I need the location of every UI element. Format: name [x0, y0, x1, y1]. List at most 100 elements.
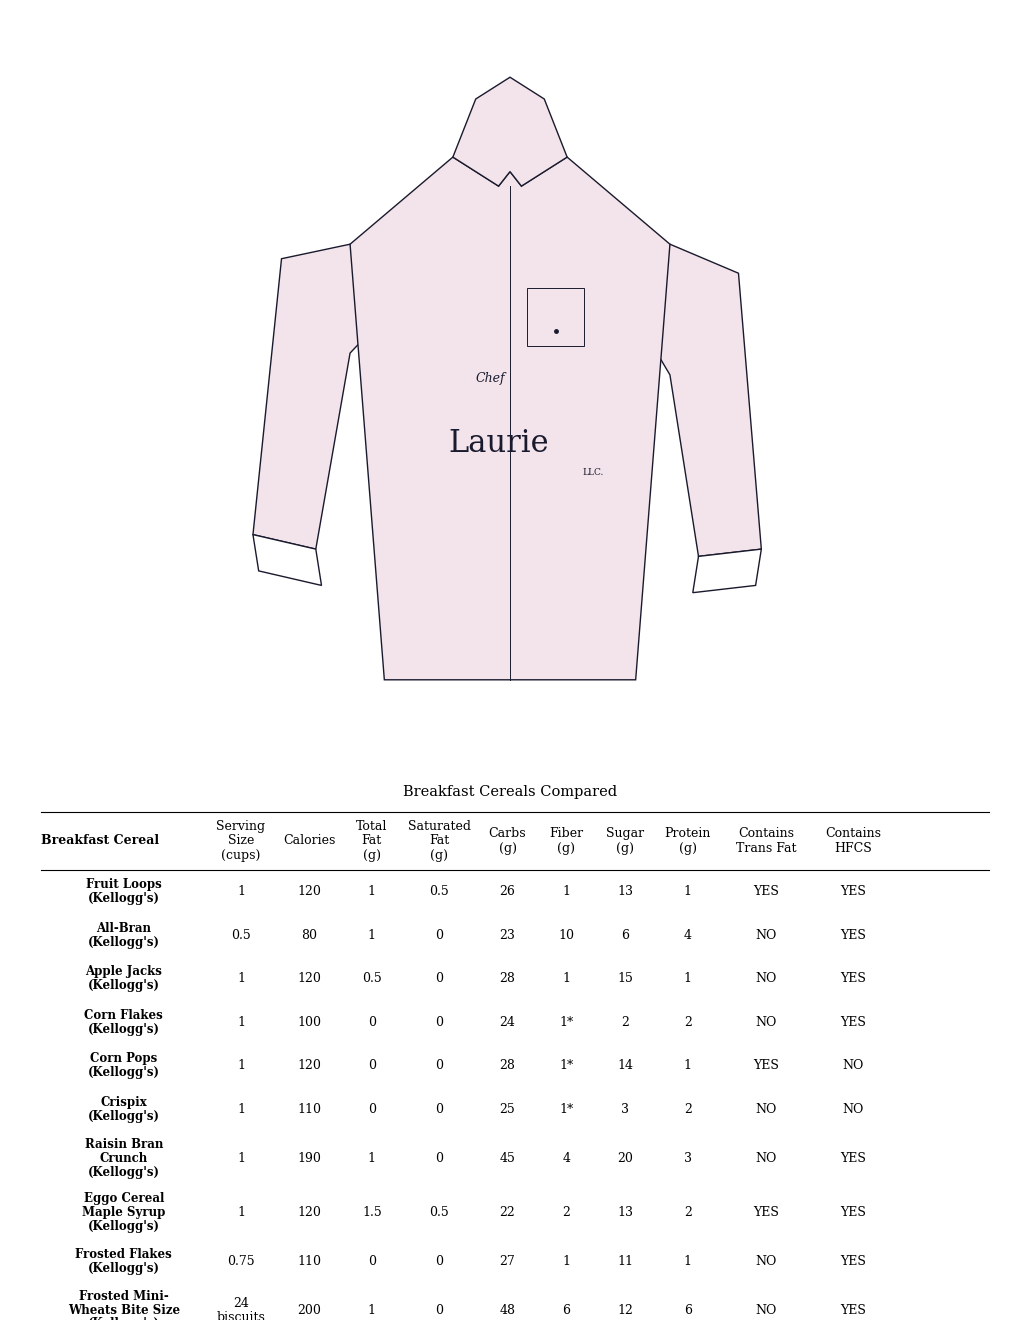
Text: 0.5: 0.5 — [362, 973, 381, 985]
Text: Contains: Contains — [824, 828, 880, 840]
Text: Corn Flakes: Corn Flakes — [85, 1008, 163, 1022]
Text: 1: 1 — [368, 1304, 375, 1316]
Text: 1: 1 — [683, 973, 691, 985]
Text: 0: 0 — [435, 1016, 443, 1028]
Text: 0: 0 — [435, 929, 443, 941]
Text: (g): (g) — [430, 849, 447, 862]
Text: NO: NO — [755, 1255, 775, 1267]
Text: 0.5: 0.5 — [429, 886, 448, 898]
Text: (Kellogg's): (Kellogg's) — [88, 1067, 160, 1080]
Text: 0: 0 — [368, 1060, 375, 1072]
Text: YES: YES — [752, 1060, 779, 1072]
Text: 6: 6 — [621, 929, 629, 941]
Text: 28: 28 — [499, 1060, 515, 1072]
Text: Fat: Fat — [429, 834, 449, 847]
Text: YES: YES — [839, 973, 865, 985]
Text: NO: NO — [755, 1152, 775, 1164]
Text: (g): (g) — [556, 842, 575, 854]
Polygon shape — [692, 549, 760, 593]
Polygon shape — [635, 244, 760, 557]
Text: YES: YES — [839, 1304, 865, 1316]
FancyBboxPatch shape — [527, 288, 584, 346]
Text: NO: NO — [755, 929, 775, 941]
Text: 1: 1 — [683, 1060, 691, 1072]
Text: Frosted Flakes: Frosted Flakes — [75, 1247, 172, 1261]
Text: Corn Pops: Corn Pops — [90, 1052, 157, 1065]
Text: 3: 3 — [621, 1104, 629, 1115]
Text: 10: 10 — [557, 929, 574, 941]
Text: 0: 0 — [368, 1104, 375, 1115]
Text: 23: 23 — [499, 929, 515, 941]
Text: Laurie: Laurie — [447, 429, 548, 459]
Text: All-Bran: All-Bran — [96, 921, 151, 935]
Text: YES: YES — [839, 1016, 865, 1028]
Text: 0: 0 — [368, 1016, 375, 1028]
Text: 110: 110 — [297, 1104, 321, 1115]
Text: 1: 1 — [236, 1016, 245, 1028]
Text: (Kellogg's): (Kellogg's) — [88, 1166, 160, 1179]
Text: 1: 1 — [236, 1104, 245, 1115]
Text: 2: 2 — [621, 1016, 629, 1028]
Text: Protein: Protein — [664, 828, 710, 840]
Text: 13: 13 — [616, 1206, 633, 1218]
Polygon shape — [350, 157, 669, 680]
Text: (g): (g) — [363, 849, 380, 862]
Text: 24: 24 — [232, 1296, 249, 1309]
Text: YES: YES — [839, 1206, 865, 1218]
Text: 2: 2 — [683, 1104, 691, 1115]
Text: 1*: 1* — [558, 1060, 573, 1072]
Text: 0: 0 — [435, 973, 443, 985]
Text: 4: 4 — [561, 1152, 570, 1164]
Text: Trans Fat: Trans Fat — [735, 842, 796, 854]
Text: 2: 2 — [683, 1206, 691, 1218]
Text: Sugar: Sugar — [605, 828, 644, 840]
Text: 1: 1 — [683, 886, 691, 898]
Text: 0: 0 — [435, 1152, 443, 1164]
Text: (Kellogg's): (Kellogg's) — [88, 1262, 160, 1275]
Text: YES: YES — [839, 929, 865, 941]
Text: 1: 1 — [236, 1152, 245, 1164]
Text: 1: 1 — [236, 973, 245, 985]
Text: 1: 1 — [368, 1152, 375, 1164]
Text: 1: 1 — [236, 1060, 245, 1072]
Text: 200: 200 — [297, 1304, 321, 1316]
Text: Frosted Mini-: Frosted Mini- — [78, 1290, 168, 1303]
Text: 4: 4 — [683, 929, 691, 941]
Polygon shape — [253, 535, 321, 586]
Text: 1*: 1* — [558, 1016, 573, 1028]
Text: NO: NO — [842, 1060, 863, 1072]
Text: 1: 1 — [368, 929, 375, 941]
Text: (Kellogg's): (Kellogg's) — [88, 1220, 160, 1233]
Text: (Kellogg's): (Kellogg's) — [88, 892, 160, 906]
Text: (g): (g) — [615, 842, 634, 854]
Text: YES: YES — [839, 1255, 865, 1267]
Text: 120: 120 — [297, 973, 321, 985]
Text: (Kellogg's): (Kellogg's) — [88, 1110, 160, 1123]
Text: 1: 1 — [236, 886, 245, 898]
Text: 45: 45 — [499, 1152, 515, 1164]
Text: 0: 0 — [435, 1060, 443, 1072]
Text: YES: YES — [839, 1152, 865, 1164]
Text: 1*: 1* — [558, 1104, 573, 1115]
Text: 48: 48 — [499, 1304, 515, 1316]
Text: 0: 0 — [435, 1304, 443, 1316]
Text: Serving: Serving — [216, 820, 265, 833]
Polygon shape — [452, 77, 567, 186]
Text: 6: 6 — [683, 1304, 691, 1316]
Text: YES: YES — [839, 886, 865, 898]
Text: Fruit Loops: Fruit Loops — [86, 878, 162, 891]
Text: (g): (g) — [678, 842, 696, 854]
Text: (Kellogg's): (Kellogg's) — [88, 1023, 160, 1036]
Text: 6: 6 — [561, 1304, 570, 1316]
Text: YES: YES — [752, 886, 779, 898]
Text: Total: Total — [356, 820, 387, 833]
Text: 110: 110 — [297, 1255, 321, 1267]
Polygon shape — [253, 244, 384, 549]
Text: 1.5: 1.5 — [362, 1206, 381, 1218]
Text: 0: 0 — [368, 1255, 375, 1267]
Text: 1: 1 — [561, 973, 570, 985]
Text: 1: 1 — [683, 1255, 691, 1267]
Text: 120: 120 — [297, 1206, 321, 1218]
Text: 20: 20 — [616, 1152, 633, 1164]
Text: 2: 2 — [683, 1016, 691, 1028]
